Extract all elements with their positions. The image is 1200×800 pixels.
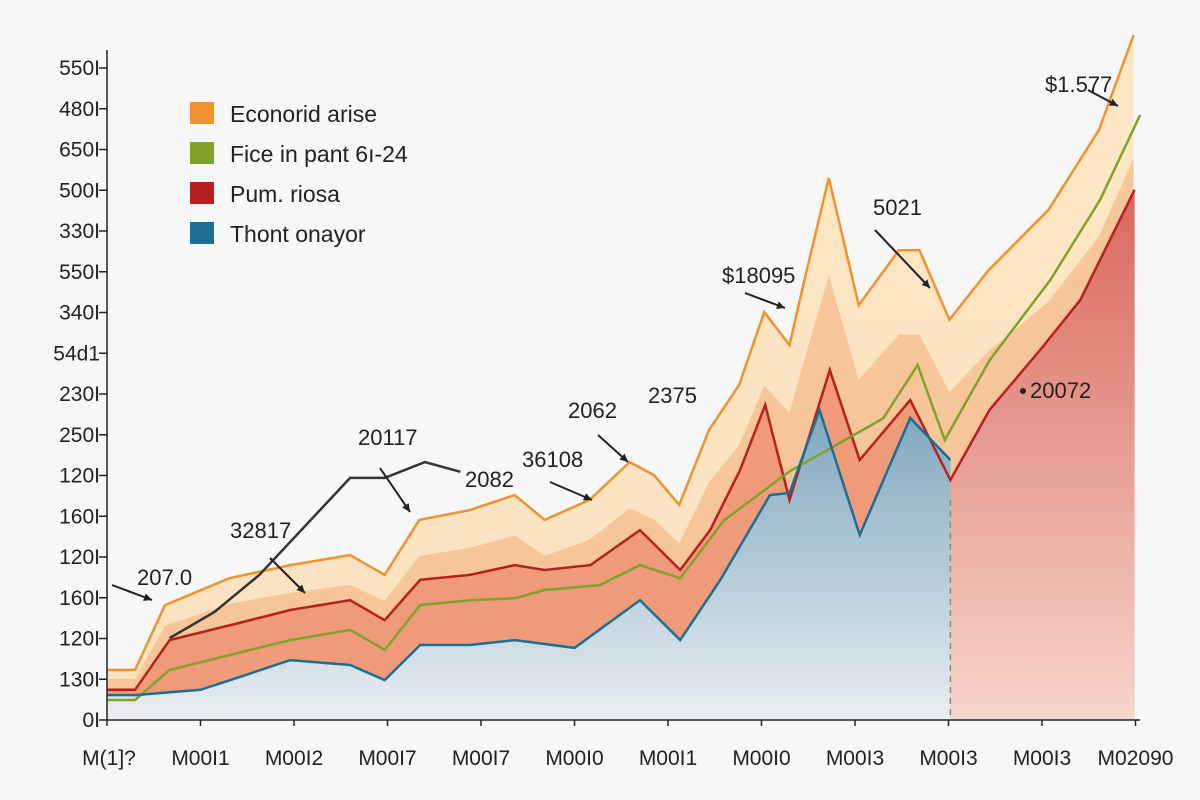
annotation-label: $18095 (722, 263, 795, 288)
legend: Econorid arise Fice in pant 6ı-24 Pum. rio… (190, 101, 408, 247)
arrowhead-icon (583, 493, 592, 501)
y-tick-label: 54d1 (53, 342, 100, 365)
legend-swatch (190, 182, 214, 204)
annotation-arrow (269, 557, 306, 594)
line-thont-onayor (107, 406, 952, 697)
x-tick-label: M00I0 (732, 747, 790, 770)
legend-swatch (190, 102, 214, 124)
y-tick-label: 230I (59, 383, 100, 406)
area-red-region (950, 189, 1135, 721)
arrowhead-icon (143, 593, 152, 601)
annotation-label: 20117 (358, 425, 418, 450)
y-tick-label: 550I (59, 261, 100, 284)
annotation-arrow (379, 467, 411, 513)
y-tick-label: 160I (59, 587, 100, 610)
y-tick-label: 120I (59, 546, 100, 569)
arrowhead-icon (619, 453, 628, 462)
y-tick-label: 330I (59, 220, 100, 243)
legend-label: Thont onayor (230, 221, 366, 247)
x-tick-label: M00I0 (545, 747, 603, 770)
annotation-label: 2082 (465, 467, 514, 492)
legend-label: Fice in pant 6ı-24 (230, 141, 408, 167)
annotation-label: 207.0 (137, 565, 192, 590)
line-pum-riosa (107, 189, 1136, 692)
y-tick-label: 0I (82, 709, 100, 732)
y-tick-label: 550I (59, 57, 100, 80)
x-tick-label: M00I3 (1013, 747, 1071, 770)
x-tick-label: M00I3 (826, 747, 884, 770)
annotation-label: 36108 (522, 447, 583, 472)
x-tick-label: M00I1 (171, 747, 229, 770)
y-tick-label: 500I (59, 179, 100, 202)
legend-label: Pum. riosa (230, 181, 340, 207)
y-tick-label: 120I (59, 628, 100, 651)
arrowhead-icon (921, 279, 930, 288)
annotation-dot (1020, 388, 1026, 394)
annotation-label: 2062 (568, 398, 617, 423)
arrowhead-icon (776, 301, 785, 309)
x-tick-label: M00I2 (265, 747, 323, 770)
y-tick-label: 160I (59, 505, 100, 528)
axes: 0I 130I 120I 160I 120I 160I 120I 250I 230I 54d1 34… (53, 50, 1173, 770)
x-tick-label: M00I7 (358, 747, 416, 770)
annotation-label: 32817 (230, 518, 291, 543)
annotation-label: $1.577 (1045, 72, 1112, 97)
line-fice-in-pant (107, 114, 1142, 702)
y-tick-label: 250I (59, 424, 100, 447)
arrowhead-icon (402, 503, 410, 512)
legend-swatch (190, 222, 214, 244)
legend-swatch (190, 142, 214, 164)
x-tick-label: M(1]? (82, 747, 136, 770)
y-tick-label: 340I (59, 302, 100, 325)
arrowhead-icon (296, 584, 305, 593)
annotation-arrow (874, 229, 931, 289)
arrowhead-icon (1109, 98, 1118, 106)
plot-lines (107, 34, 1142, 702)
annotations: $1.577 5021 $18095 2375 2062 36108 2082 20117 32… (111, 72, 1119, 601)
legend-label: Econorid arise (230, 101, 377, 127)
line-econorid-arise (107, 34, 1135, 672)
annotation-label: 20072 (1030, 378, 1091, 403)
x-tick-label: M00I3 (919, 747, 977, 770)
x-tick-label: M02090 (1098, 747, 1174, 770)
y-tick-label: 130I (59, 668, 100, 691)
annotation-label: 2375 (648, 383, 697, 408)
y-tick-label: 650I (59, 139, 100, 162)
trend-line (168, 460, 461, 640)
x-tick-label: M00I7 (452, 747, 510, 770)
y-tick-label: 120I (59, 465, 100, 488)
y-tick-label: 480I (59, 98, 100, 121)
x-tick-label: M00I1 (639, 747, 697, 770)
area-thont-onayor (107, 409, 951, 720)
plot-areas (107, 35, 1135, 721)
annotation-label: 5021 (873, 195, 922, 220)
